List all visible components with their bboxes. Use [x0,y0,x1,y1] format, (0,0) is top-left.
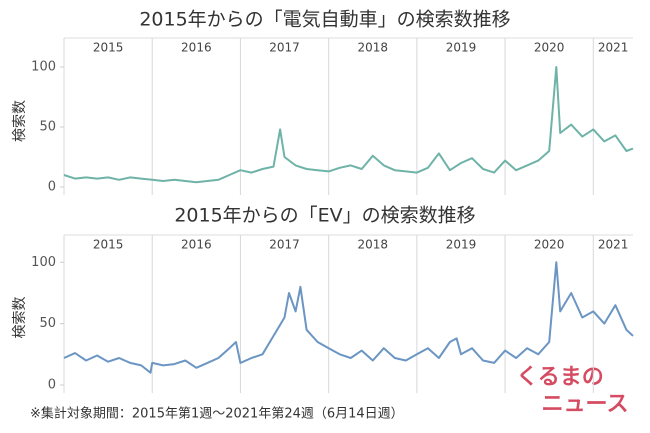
watermark: くるまの [516,365,604,390]
y-axis-label: 検索数 [11,297,28,339]
footnote: ※集計対象期間：2015年第1週～2021年第24週（6月14日週） [30,406,404,422]
data-line [63,261,634,374]
y-tick-label: 0 [48,180,56,195]
x-tick-label: 2021 [598,238,629,252]
x-tick-label: 2019 [446,41,477,55]
y-tick-label: 50 [39,316,56,331]
y-tick-label: 50 [39,120,56,135]
y-axis-label: 検索数 [11,100,28,142]
x-tick-label: 2018 [357,41,388,55]
x-tick-label: 2019 [446,238,477,252]
chart-title: 2015年からの「電気自動車」の検索数推移 [139,9,510,31]
x-tick-label: 2018 [357,238,388,252]
x-tick-label: 2020 [534,41,565,55]
x-tick-label: 2015 [93,41,124,55]
x-tick-label: 2016 [181,41,212,55]
y-tick-label: 100 [31,60,56,75]
y-tick-label: 0 [48,378,56,393]
x-tick-label: 2020 [534,238,565,252]
data-line [63,66,634,184]
x-tick-label: 2021 [598,41,629,55]
x-tick-label: 2016 [181,238,212,252]
x-tick-label: 2017 [269,238,300,252]
x-tick-label: 2017 [269,41,300,55]
y-tick-label: 100 [31,255,56,270]
chart-title: 2015年からの「EV」の検索数推移 [174,205,475,227]
watermark: ニュース [542,392,629,417]
x-tick-label: 2015 [93,238,124,252]
